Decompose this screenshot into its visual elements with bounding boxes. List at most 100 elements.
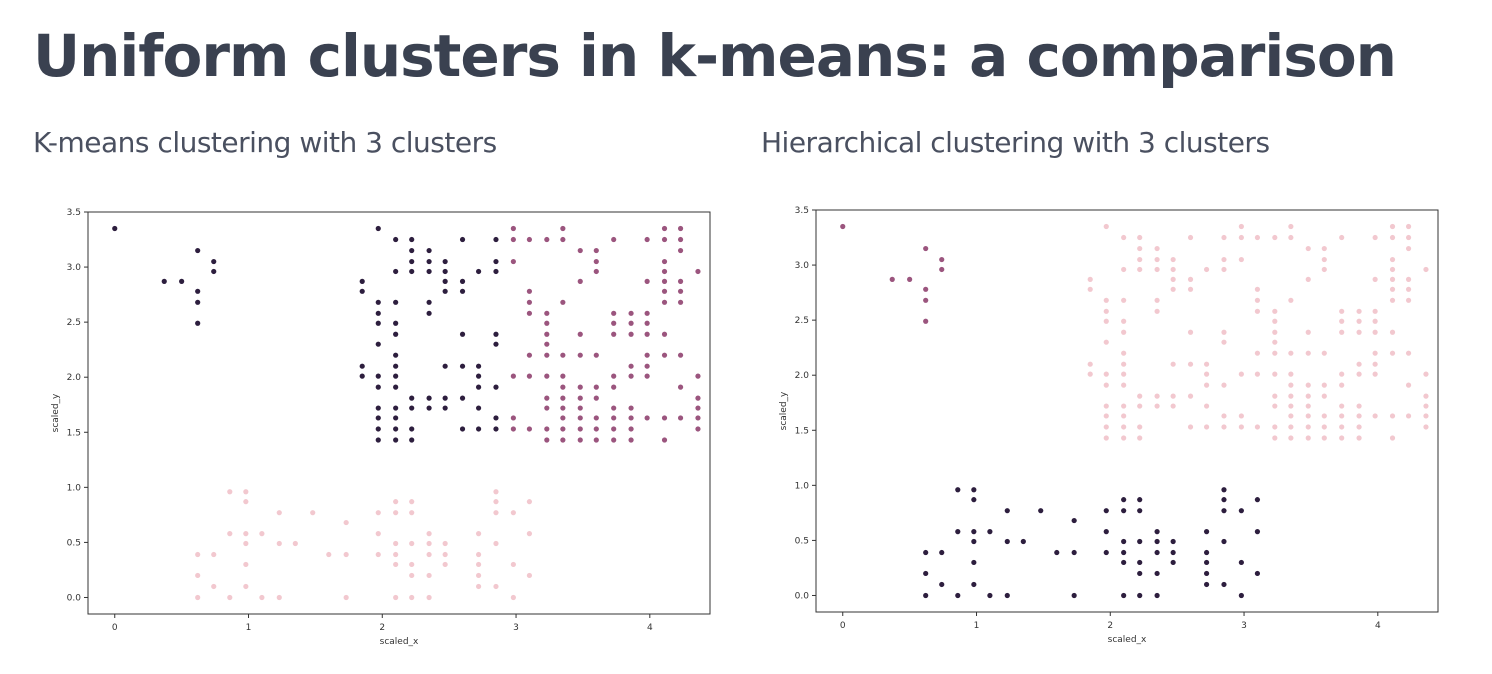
data-point <box>510 236 516 243</box>
data-point <box>375 531 381 537</box>
data-point <box>661 415 668 421</box>
data-point <box>1238 559 1244 566</box>
data-point <box>1405 413 1412 419</box>
data-point <box>544 405 550 411</box>
data-point <box>661 236 668 243</box>
data-point <box>393 299 399 305</box>
data-point <box>493 540 499 547</box>
data-point <box>1187 361 1194 367</box>
data-point <box>343 551 349 558</box>
data-point <box>1221 538 1227 545</box>
data-point <box>1356 308 1362 314</box>
data-point <box>644 310 650 316</box>
data-point <box>510 594 516 601</box>
data-point <box>644 363 650 369</box>
data-point <box>1305 435 1311 441</box>
data-point <box>426 540 432 547</box>
data-point <box>1272 393 1278 399</box>
data-point <box>459 288 466 294</box>
data-point <box>544 352 550 358</box>
data-point <box>593 247 599 254</box>
data-point <box>393 352 399 358</box>
data-point <box>227 594 233 601</box>
data-point <box>577 437 583 443</box>
data-point <box>1004 592 1010 599</box>
data-point <box>409 540 415 547</box>
data-point <box>677 278 684 284</box>
data-point <box>1423 266 1429 273</box>
data-point <box>375 510 381 516</box>
data-point <box>628 320 634 326</box>
data-point <box>393 426 399 432</box>
data-point <box>1372 234 1378 241</box>
data-point <box>510 225 516 232</box>
data-point <box>1087 371 1093 377</box>
data-point <box>677 415 684 421</box>
data-point <box>560 225 566 232</box>
data-point <box>1254 286 1261 292</box>
data-point <box>409 236 415 243</box>
data-point <box>1187 276 1194 282</box>
data-point <box>939 581 945 588</box>
data-point <box>1356 435 1362 441</box>
y-tick-label: 3.0 <box>67 263 82 273</box>
data-point <box>544 373 550 379</box>
data-point <box>544 426 550 432</box>
data-point <box>493 415 499 421</box>
data-point <box>644 373 650 379</box>
data-point <box>375 426 381 432</box>
data-point <box>1423 371 1429 377</box>
data-point <box>971 581 977 588</box>
data-point <box>510 415 516 421</box>
data-point <box>493 258 499 265</box>
data-point <box>577 384 583 390</box>
data-point <box>1356 318 1362 324</box>
data-point <box>211 583 217 590</box>
data-point <box>907 276 913 282</box>
data-point <box>1121 424 1127 430</box>
data-point <box>577 278 583 284</box>
data-point <box>1305 329 1311 335</box>
x-axis-label: scaled_x <box>380 637 419 647</box>
data-point <box>628 363 634 369</box>
data-point <box>526 310 533 316</box>
data-point <box>1103 297 1109 303</box>
data-point <box>1103 413 1109 419</box>
data-point <box>1170 559 1176 566</box>
data-point <box>409 572 415 579</box>
data-point <box>1121 266 1127 273</box>
data-point <box>987 529 993 535</box>
data-point <box>1137 570 1143 577</box>
data-point <box>493 341 499 347</box>
data-point <box>1238 424 1244 430</box>
data-point <box>1389 286 1396 292</box>
data-point <box>393 499 399 505</box>
data-point <box>393 320 399 326</box>
data-point <box>1372 276 1378 282</box>
data-point <box>393 510 399 516</box>
data-point <box>526 236 533 243</box>
data-point <box>939 549 945 556</box>
x-tick-label: 1 <box>246 623 252 633</box>
y-tick-label: 0.5 <box>795 536 809 546</box>
data-point <box>510 426 516 432</box>
y-tick-label: 0.5 <box>67 538 81 548</box>
x-tick-label: 0 <box>112 623 118 633</box>
data-point <box>1356 371 1362 377</box>
data-point <box>459 236 466 243</box>
data-point <box>628 426 634 432</box>
data-point <box>510 373 516 379</box>
data-point <box>1170 286 1176 292</box>
data-point <box>1203 549 1210 556</box>
x-tick-label: 2 <box>1107 621 1113 631</box>
plot-frame <box>87 211 711 615</box>
data-point <box>1154 570 1160 577</box>
data-point <box>1372 318 1378 324</box>
data-point <box>1288 403 1294 409</box>
data-point <box>1288 435 1294 441</box>
data-point <box>987 592 993 599</box>
data-point <box>1137 266 1143 273</box>
data-point <box>1254 297 1261 303</box>
data-point <box>644 415 650 421</box>
data-point <box>1203 403 1210 409</box>
